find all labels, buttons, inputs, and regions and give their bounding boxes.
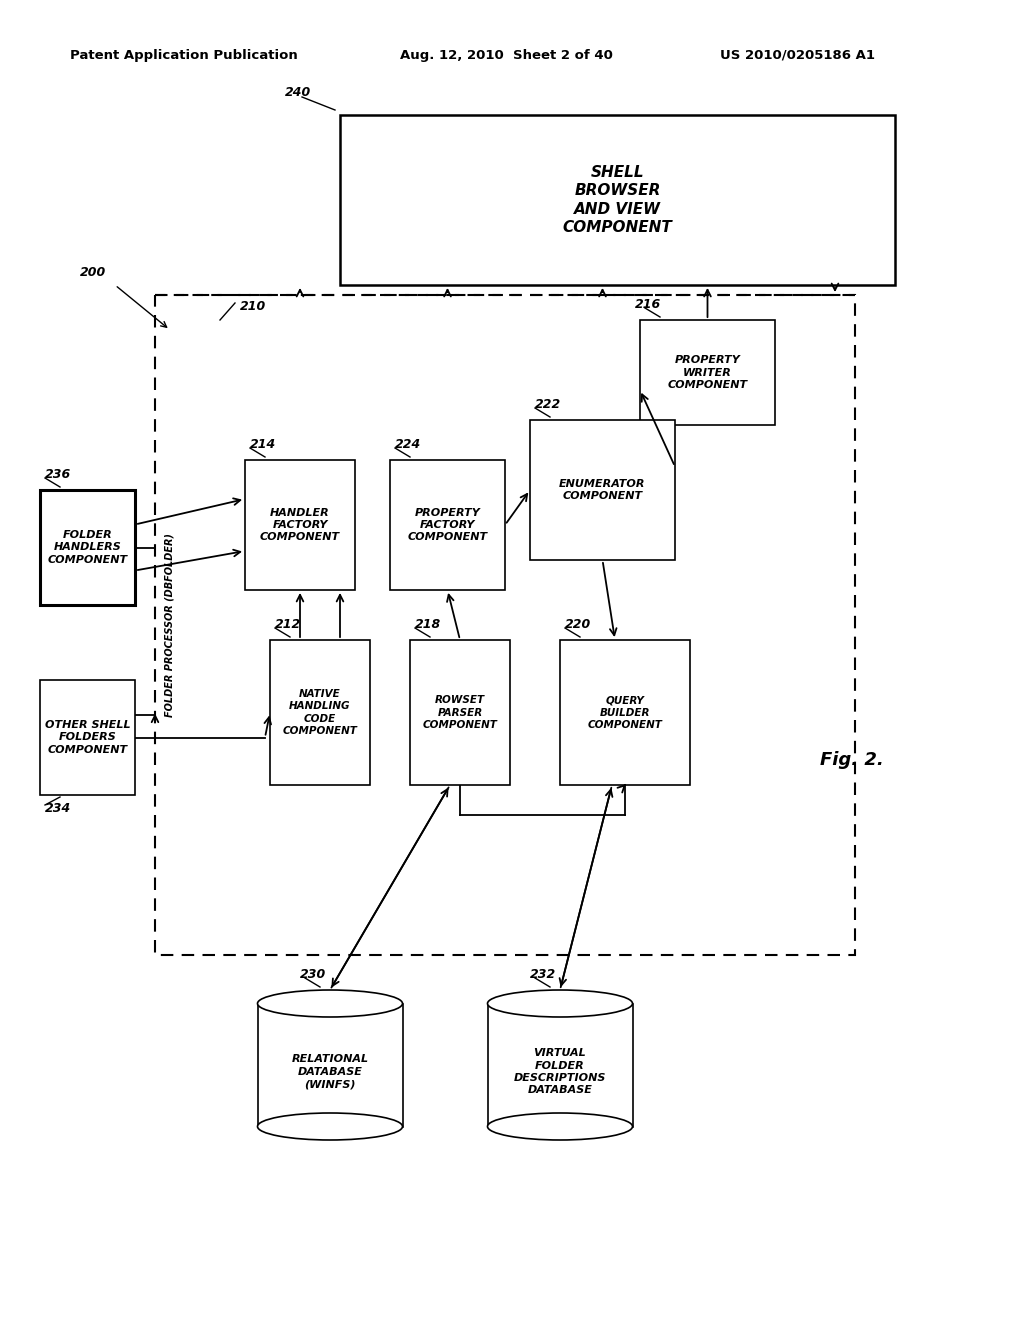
Text: PROPERTY
FACTORY
COMPONENT: PROPERTY FACTORY COMPONENT [408,508,487,543]
Text: Patent Application Publication: Patent Application Publication [70,49,298,62]
Text: NATIVE
HANDLING
CODE
COMPONENT: NATIVE HANDLING CODE COMPONENT [283,689,357,737]
Text: 200: 200 [80,267,106,280]
Bar [155,294,855,954]
Text: ENUMERATOR
COMPONENT: ENUMERATOR COMPONENT [559,479,646,502]
Bar [40,490,135,605]
Bar [270,640,370,785]
Bar [390,459,505,590]
Bar [560,640,690,785]
Ellipse shape [487,1113,633,1140]
Bar [530,420,675,560]
Text: SHELL
BROWSER
AND VIEW
COMPONENT: SHELL BROWSER AND VIEW COMPONENT [562,165,673,235]
Text: 214: 214 [250,437,276,450]
Text: VIRTUAL
FOLDER
DESCRIPTIONS
DATABASE: VIRTUAL FOLDER DESCRIPTIONS DATABASE [514,1048,606,1096]
Bar [340,115,895,285]
Text: 232: 232 [530,968,556,981]
Text: Aug. 12, 2010  Sheet 2 of 40: Aug. 12, 2010 Sheet 2 of 40 [400,49,613,62]
Text: QUERY
BUILDER
COMPONENT: QUERY BUILDER COMPONENT [588,696,663,730]
Bar [640,319,775,425]
Text: OTHER SHELL
FOLDERS
COMPONENT: OTHER SHELL FOLDERS COMPONENT [45,721,130,755]
Bar [487,1003,633,1126]
Text: US 2010/0205186 A1: US 2010/0205186 A1 [720,49,874,62]
Text: 222: 222 [535,397,561,411]
Bar [410,640,510,785]
Ellipse shape [257,1113,402,1140]
Bar [40,680,135,795]
Text: 212: 212 [275,618,301,631]
Text: RELATIONAL
DATABASE
(WINFS): RELATIONAL DATABASE (WINFS) [292,1055,369,1089]
Text: 210: 210 [240,301,266,314]
Text: HANDLER
FACTORY
COMPONENT: HANDLER FACTORY COMPONENT [260,508,340,543]
Text: 224: 224 [395,437,421,450]
Bar [245,459,355,590]
Text: 216: 216 [635,297,662,310]
Text: PROPERTY
WRITER
COMPONENT: PROPERTY WRITER COMPONENT [668,355,748,389]
Text: Fig. 2.: Fig. 2. [820,751,884,770]
Text: FOLDER
HANDLERS
COMPONENT: FOLDER HANDLERS COMPONENT [47,531,128,565]
Ellipse shape [487,990,633,1016]
Text: 240: 240 [285,87,311,99]
Bar [257,1003,402,1126]
Text: 234: 234 [45,803,72,816]
Ellipse shape [257,990,402,1016]
Text: 230: 230 [300,968,327,981]
Text: 220: 220 [565,618,591,631]
Text: 236: 236 [45,467,72,480]
Text: 218: 218 [415,618,441,631]
Text: ROWSET
PARSER
COMPONENT: ROWSET PARSER COMPONENT [423,696,498,730]
Text: FOLDER PROCESSOR (DBFOLDER): FOLDER PROCESSOR (DBFOLDER) [165,533,175,717]
